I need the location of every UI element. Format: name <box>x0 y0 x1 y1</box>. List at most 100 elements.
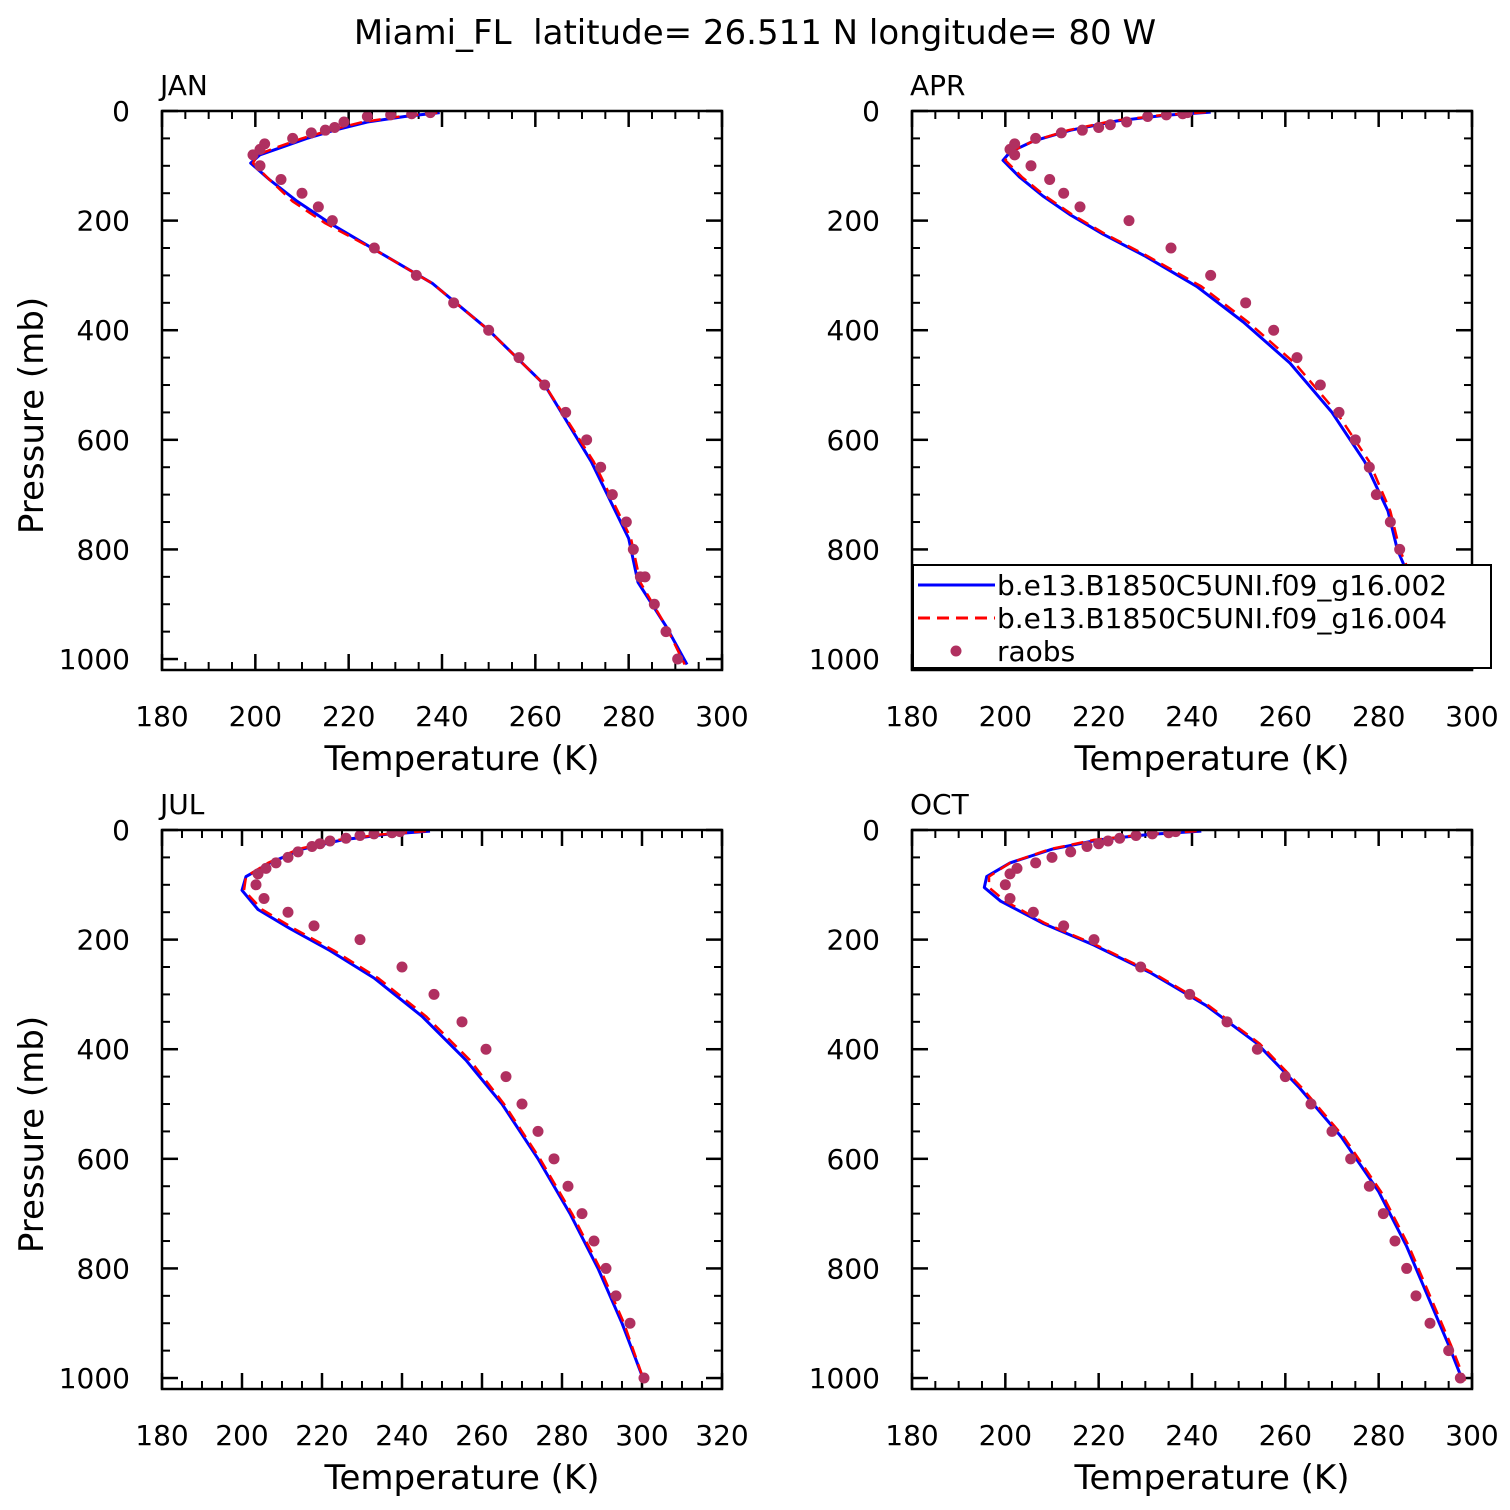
panel-label: JUL <box>158 788 205 821</box>
x-tick-label: 280 <box>535 1419 588 1452</box>
raobs-point <box>1093 838 1105 850</box>
figure-title: Miami_FL latitude= 26.511 N longitude= 8… <box>354 13 1156 53</box>
x-tick-label: 220 <box>1072 1419 1125 1452</box>
raobs-point <box>1065 846 1077 858</box>
raobs-point <box>1165 242 1177 254</box>
raobs-point <box>1160 110 1172 121</box>
raobs-point <box>1221 1016 1233 1028</box>
raobs-point <box>296 187 308 199</box>
raobs-point <box>483 324 495 336</box>
raobs-point <box>1184 988 1196 1000</box>
raobs-point <box>428 988 440 1000</box>
raobs-point <box>548 1153 560 1165</box>
raobs-point <box>354 934 366 946</box>
x-tick-label: 260 <box>455 1419 508 1452</box>
panel-jan: 180 200 220 240 260 280 300 0 200 400 600 800 1000 JA… <box>12 69 749 779</box>
raobs-point <box>282 851 294 863</box>
x-tick-label: 200 <box>979 1419 1032 1452</box>
raobs-point <box>1135 961 1147 973</box>
raobs-point <box>600 1262 612 1274</box>
raobs-point <box>1345 1153 1357 1165</box>
x-axis-label: Temperature (K) <box>323 1458 599 1498</box>
raobs-point <box>1030 857 1042 869</box>
raobs-point <box>624 1317 636 1329</box>
raobs-point <box>610 1290 622 1302</box>
y-tick-label: 1000 <box>59 1362 130 1395</box>
y-tick-label: 1000 <box>809 1362 880 1395</box>
raobs-point <box>326 215 338 227</box>
raobs-point <box>672 653 684 665</box>
panel-oct: 180 200 220 240 260 280 300 0 200 400 600 800 1000 OC… <box>809 788 1499 1498</box>
series-004-line <box>251 111 686 666</box>
raobs-point <box>1146 829 1158 840</box>
raobs-point <box>1088 934 1100 946</box>
raobs-point <box>247 149 259 161</box>
raobs-point <box>250 879 262 891</box>
plot-frame <box>910 828 1474 1391</box>
x-tick-label: 300 <box>1445 700 1498 733</box>
x-tick-label: 240 <box>1165 700 1218 733</box>
y-tick-label: 600 <box>77 424 130 457</box>
y-tick-label: 0 <box>862 814 880 847</box>
raobs-point <box>1363 1180 1375 1192</box>
raobs-point <box>516 1098 528 1110</box>
panel-label: APR <box>910 69 966 102</box>
y-tick-label: 800 <box>827 533 880 566</box>
legend-marker-raobs <box>950 645 962 657</box>
raobs-point <box>410 269 422 281</box>
y-tick-label: 600 <box>827 1143 880 1176</box>
raobs-point <box>1401 1262 1413 1274</box>
legend-entry: b.e13.B1850C5UNI.f09_g16.004 <box>997 602 1447 635</box>
raobs-point <box>456 1016 468 1028</box>
raobs-point <box>292 846 304 858</box>
raobs-point <box>1130 829 1142 841</box>
x-tick-label: 200 <box>979 700 1032 733</box>
raobs-point <box>638 1372 650 1384</box>
x-tick-label: 180 <box>135 700 188 733</box>
x-tick-label: 200 <box>229 700 282 733</box>
raobs-point <box>1102 835 1114 847</box>
raobs-point <box>361 110 373 122</box>
raobs-point <box>1377 1208 1389 1220</box>
x-axis-label: Temperature (K) <box>323 739 599 779</box>
raobs-point <box>1004 868 1016 880</box>
y-tick-label: 0 <box>112 814 130 847</box>
x-tick-label: 240 <box>375 1419 428 1452</box>
raobs-point <box>1081 840 1093 852</box>
raobs-point <box>1205 269 1217 281</box>
x-tick-label: 300 <box>1445 1419 1498 1452</box>
raobs-point <box>282 906 294 918</box>
raobs-point <box>595 461 607 473</box>
raobs-point <box>396 961 408 973</box>
raobs-point <box>1074 201 1086 213</box>
y-tick-label: 400 <box>827 314 880 347</box>
raobs-point <box>999 879 1011 891</box>
raobs-point <box>260 862 272 874</box>
raobs-point <box>660 626 672 638</box>
raobs-point <box>532 1125 544 1137</box>
x-axis-label: Temperature (K) <box>1073 1458 1349 1498</box>
x-tick-label: 240 <box>415 700 468 733</box>
y-tick-label: 200 <box>77 205 130 238</box>
raobs-point <box>448 297 460 309</box>
y-tick-label: 400 <box>827 1033 880 1066</box>
series-002-line <box>982 829 1465 1382</box>
raobs-point <box>287 132 299 144</box>
series-004-line <box>1004 110 1453 660</box>
raobs-point <box>329 121 341 133</box>
panel-jul: 180 200 220 240 260 280 300 320 0 200 400 600 800 100… <box>12 788 749 1498</box>
plot-data <box>247 110 689 666</box>
y-tick-label: 600 <box>77 1143 130 1176</box>
raobs-point <box>1121 116 1133 128</box>
raobs-point <box>539 379 551 391</box>
plot-frame <box>160 109 724 672</box>
x-tick-label: 220 <box>295 1419 348 1452</box>
raobs-point <box>1443 1345 1455 1357</box>
raobs-point <box>1394 543 1406 555</box>
y-axis-label: Pressure (mb) <box>12 1016 52 1253</box>
raobs-point <box>1030 132 1042 144</box>
raobs-point <box>1291 352 1303 364</box>
y-tick-label: 0 <box>112 95 130 128</box>
y-tick-label: 800 <box>77 1252 130 1285</box>
raobs-point <box>581 434 593 446</box>
